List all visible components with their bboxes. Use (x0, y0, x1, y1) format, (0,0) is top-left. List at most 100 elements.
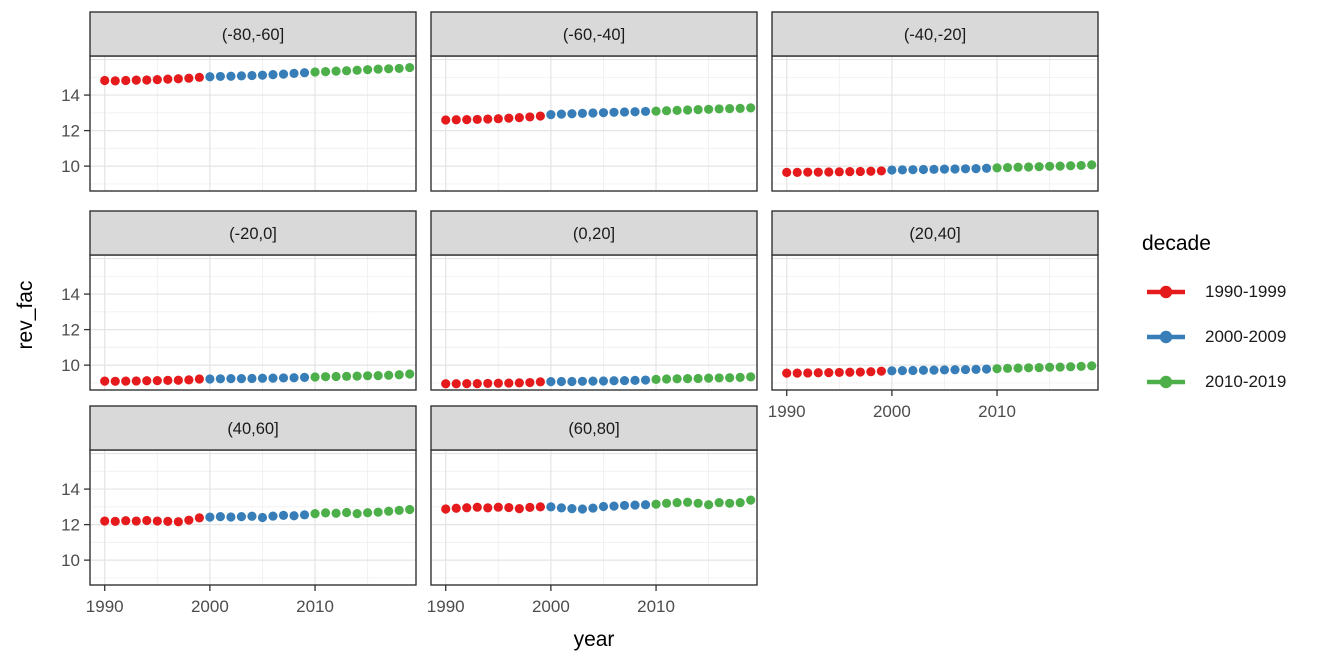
data-point (746, 372, 756, 382)
data-point (866, 166, 876, 176)
facet-strip-label: (-40,-20] (904, 26, 966, 44)
data-point (735, 103, 745, 114)
data-point (163, 516, 173, 527)
y-tick-label: 14 (61, 480, 80, 499)
data-point (792, 167, 802, 177)
data-point (152, 75, 162, 85)
data-point (725, 373, 735, 383)
panel-background (431, 56, 757, 191)
data-point (257, 512, 268, 523)
data-point (451, 115, 461, 125)
y-tick-label: 12 (61, 516, 80, 535)
data-point (824, 167, 834, 177)
facet-strip-label: (40,60] (227, 420, 278, 438)
data-point (876, 166, 886, 176)
data-point (514, 378, 524, 388)
data-point (493, 378, 503, 388)
facet-strip (771, 210, 1099, 256)
legend-entry: 2000-2009 (1146, 327, 1286, 347)
data-point (226, 71, 236, 81)
data-point (352, 508, 362, 519)
data-point (472, 502, 482, 512)
data-point (131, 376, 141, 386)
facet-strip-label: (60,80] (568, 420, 619, 438)
data-point (672, 105, 682, 115)
panel-background (90, 255, 416, 390)
legend-entry-label: 2010-2019 (1205, 372, 1287, 391)
data-point (483, 114, 493, 124)
data-point (352, 65, 362, 75)
data-point (598, 108, 609, 118)
data-point (341, 371, 352, 381)
data-point (661, 106, 672, 116)
data-point (960, 164, 971, 174)
data-point (1087, 361, 1097, 371)
data-point (525, 377, 535, 388)
legend-entry: 2010-2019 (1146, 372, 1286, 392)
data-point (630, 375, 640, 386)
data-point (205, 374, 215, 384)
facet-strip (89, 405, 417, 451)
data-point (1002, 162, 1013, 173)
facet-strip (771, 11, 1099, 57)
data-point (451, 503, 461, 513)
data-point (918, 365, 929, 375)
data-point (535, 111, 545, 121)
data-point (493, 114, 503, 124)
data-point (725, 103, 735, 114)
data-point (278, 510, 289, 520)
y-tick-label: 12 (61, 122, 80, 141)
data-point (535, 377, 545, 387)
data-point (394, 505, 404, 515)
data-point (845, 167, 855, 177)
data-point (341, 66, 352, 76)
data-point (142, 75, 152, 85)
legend-entry-label: 2000-2009 (1205, 327, 1287, 346)
data-point (373, 371, 383, 381)
data-point (609, 501, 619, 511)
data-point (651, 374, 661, 384)
data-point (247, 373, 257, 384)
data-point (331, 508, 341, 518)
data-point (352, 371, 362, 381)
data-point (441, 115, 451, 125)
data-point (363, 65, 373, 75)
data-point (184, 375, 194, 385)
data-point (546, 502, 556, 512)
facet-strip (430, 405, 758, 451)
data-point (609, 376, 619, 386)
data-point (887, 366, 897, 376)
data-point (110, 76, 120, 86)
data-point (746, 495, 756, 505)
data-point (289, 511, 299, 521)
y-tick-label: 10 (61, 157, 80, 176)
data-point (1023, 162, 1034, 172)
data-point (598, 376, 609, 386)
data-point (992, 364, 1002, 374)
data-point (268, 511, 278, 521)
data-point (100, 376, 110, 386)
facet-strip-label: (0,20] (573, 225, 615, 243)
data-point (142, 515, 152, 526)
y-tick-label: 12 (61, 321, 80, 340)
data-point (714, 104, 724, 114)
data-point (1013, 363, 1023, 373)
data-point (462, 379, 472, 389)
data-point (514, 504, 524, 514)
legend-key-point-icon (1147, 330, 1185, 344)
data-point (483, 503, 493, 513)
data-point (226, 374, 236, 384)
data-point (567, 504, 577, 514)
data-point (640, 375, 651, 385)
data-point (320, 508, 331, 518)
data-point (257, 70, 268, 80)
data-point (682, 105, 693, 115)
data-point (567, 109, 577, 119)
data-point (908, 165, 918, 175)
data-point (746, 103, 756, 113)
data-point (363, 371, 373, 381)
data-point (992, 163, 1002, 173)
data-point (939, 365, 950, 375)
x-tick-label: 2010 (637, 597, 675, 616)
x-tick-label: 1990 (427, 597, 465, 616)
